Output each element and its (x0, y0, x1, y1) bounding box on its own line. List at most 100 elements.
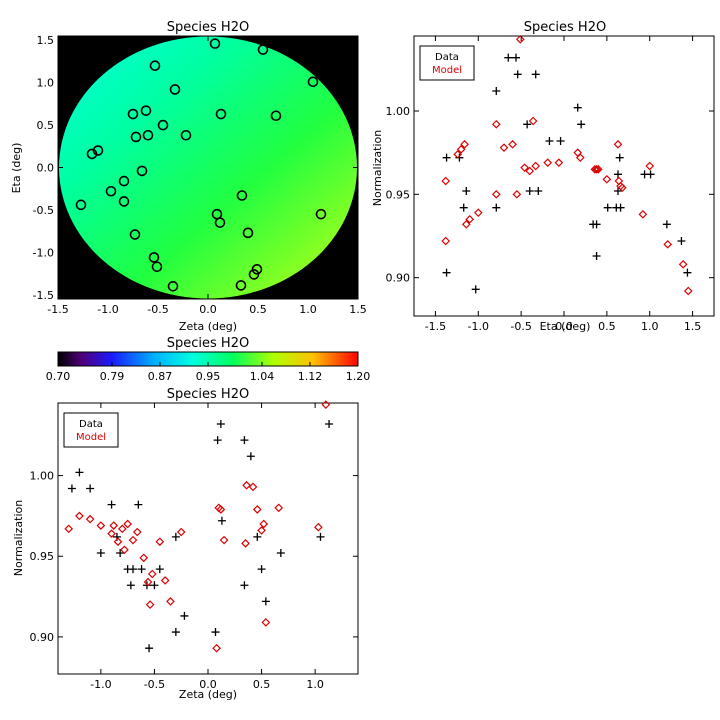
eta-data-point (531, 70, 540, 79)
eta-legend-model: Model (432, 65, 462, 76)
map-point (242, 227, 254, 239)
zeta-legend-data: Data (79, 419, 103, 430)
map-xtick-label: -1.5 (47, 303, 68, 316)
eta-data-point (592, 252, 601, 260)
map-point (235, 280, 247, 291)
map-xtick-label: 1.5 (349, 303, 367, 316)
map-xtick-label: -1.0 (97, 303, 118, 316)
zeta-data-point (137, 565, 146, 574)
zeta-model-point (261, 618, 271, 627)
eta-ytick-label: 1.00 (386, 105, 411, 118)
eta-xtick-label: -1.0 (468, 320, 489, 333)
zeta-model-point (176, 527, 186, 537)
eta-model-point (491, 189, 501, 199)
map-panel: Species H2O -1.5 -1.0 -0.5 0.0 0.5 1.0 1.5-1.5… (10, 20, 367, 333)
eta-data-point (442, 153, 451, 162)
map-title: Species H2O (167, 20, 249, 35)
zeta-model-point (64, 524, 74, 534)
eta-data-point (646, 170, 655, 179)
eta-xtick-label: 0.5 (598, 320, 616, 333)
zeta-data-point (211, 628, 220, 637)
zeta-data-point (126, 581, 135, 590)
eta-axes: -1.5 -1.0 -0.5 0.0 0.5 1.0 1.5 0.90 0.95 1.00 (386, 36, 714, 333)
eta-model-point (592, 164, 601, 174)
eta-model-point (460, 139, 469, 149)
eta-data-point (616, 203, 625, 212)
eta-data-point (603, 203, 612, 212)
zeta-panel: Species H2O -1.0 -0.5 0.0 0.5 1.0 0.90 0.95 1.0… (12, 387, 359, 701)
colorbar: Species H2O 0.70 0.79 0.87 0.95 1.04 1.12 1.20 (46, 336, 371, 383)
zeta-model-point (216, 505, 226, 514)
map-point (270, 110, 282, 122)
eta-model-point (590, 164, 600, 174)
eta-data-point (683, 268, 692, 277)
eta-data-point (545, 137, 554, 145)
zeta-model-point (212, 643, 221, 653)
colorbar-tick-label: 0.87 (148, 370, 173, 383)
zeta-ytick-label: 1.00 (30, 470, 55, 483)
zeta-legend: Data Model (63, 412, 119, 448)
eta-ylabel: Normalization (371, 130, 384, 206)
colorbar-title: Species H2O (167, 336, 249, 351)
eta-data-point (455, 153, 464, 162)
zeta-model-point (252, 505, 262, 514)
eta-legend: Data Model (419, 45, 475, 81)
map-point (248, 269, 260, 280)
zeta-data-point (240, 581, 249, 590)
eta-data-point (492, 87, 501, 95)
zeta-model-point (107, 529, 116, 539)
eta-model-point (602, 174, 612, 184)
eta-data-point (471, 285, 480, 294)
zeta-model-point (274, 503, 284, 513)
eta-data-point (614, 187, 622, 195)
zeta-model-point (314, 522, 323, 532)
map-point (236, 190, 248, 201)
eta-data-point (534, 187, 543, 195)
map-xlabel: Zeta (deg) (179, 320, 237, 333)
eta-model-point (554, 158, 564, 168)
zeta-model-point (155, 537, 165, 547)
zeta-model-point (321, 400, 331, 409)
map-plot-area (58, 36, 358, 299)
eta-xlabel: Eta (deg) (540, 320, 591, 333)
eta-model-point (663, 239, 673, 249)
zeta-xtick-label: -0.5 (144, 678, 165, 691)
zeta-data-point (240, 436, 249, 445)
eta-data-point (615, 153, 624, 162)
zeta-xtick-label: 1.0 (306, 678, 324, 691)
colorbar-ticks: 0.70 0.79 0.87 0.95 1.04 1.12 1.20 (46, 362, 370, 383)
map-point (130, 131, 142, 143)
eta-model-point (678, 259, 688, 269)
zeta-data-point (171, 628, 180, 637)
map-point (92, 145, 104, 156)
zeta-data-point (134, 500, 143, 509)
zeta-data-point (253, 532, 262, 541)
eta-ytick-label: 0.90 (386, 272, 411, 285)
eta-model-point (441, 176, 451, 186)
map-point (209, 38, 221, 49)
zeta-data-point (155, 565, 164, 574)
map-point (86, 148, 98, 160)
zeta-data-point (216, 419, 225, 428)
eta-model-point (441, 236, 451, 246)
eta-data-point (556, 137, 565, 145)
zeta-model-point (75, 511, 84, 521)
zeta-model-point (109, 521, 119, 530)
zeta-model-point (85, 514, 95, 524)
zeta-model-point (242, 480, 251, 490)
eta-data-point (573, 103, 582, 112)
eta-model-point (543, 158, 553, 168)
zeta-data-point (116, 549, 125, 558)
zeta-model-point (147, 569, 157, 579)
eta-ytick-label: 0.95 (386, 188, 411, 201)
zeta-data-point (325, 419, 334, 428)
zeta-model-point (139, 553, 149, 563)
zeta-data-point (67, 484, 76, 493)
eta-data-point (525, 187, 534, 195)
colorbar-tick-label: 1.12 (298, 370, 323, 383)
zeta-model-point (117, 524, 127, 534)
eta-model-point (465, 214, 475, 224)
map-point (148, 252, 160, 263)
zeta-model-point (166, 597, 175, 606)
map-ytick-label: 1.0 (37, 77, 55, 90)
